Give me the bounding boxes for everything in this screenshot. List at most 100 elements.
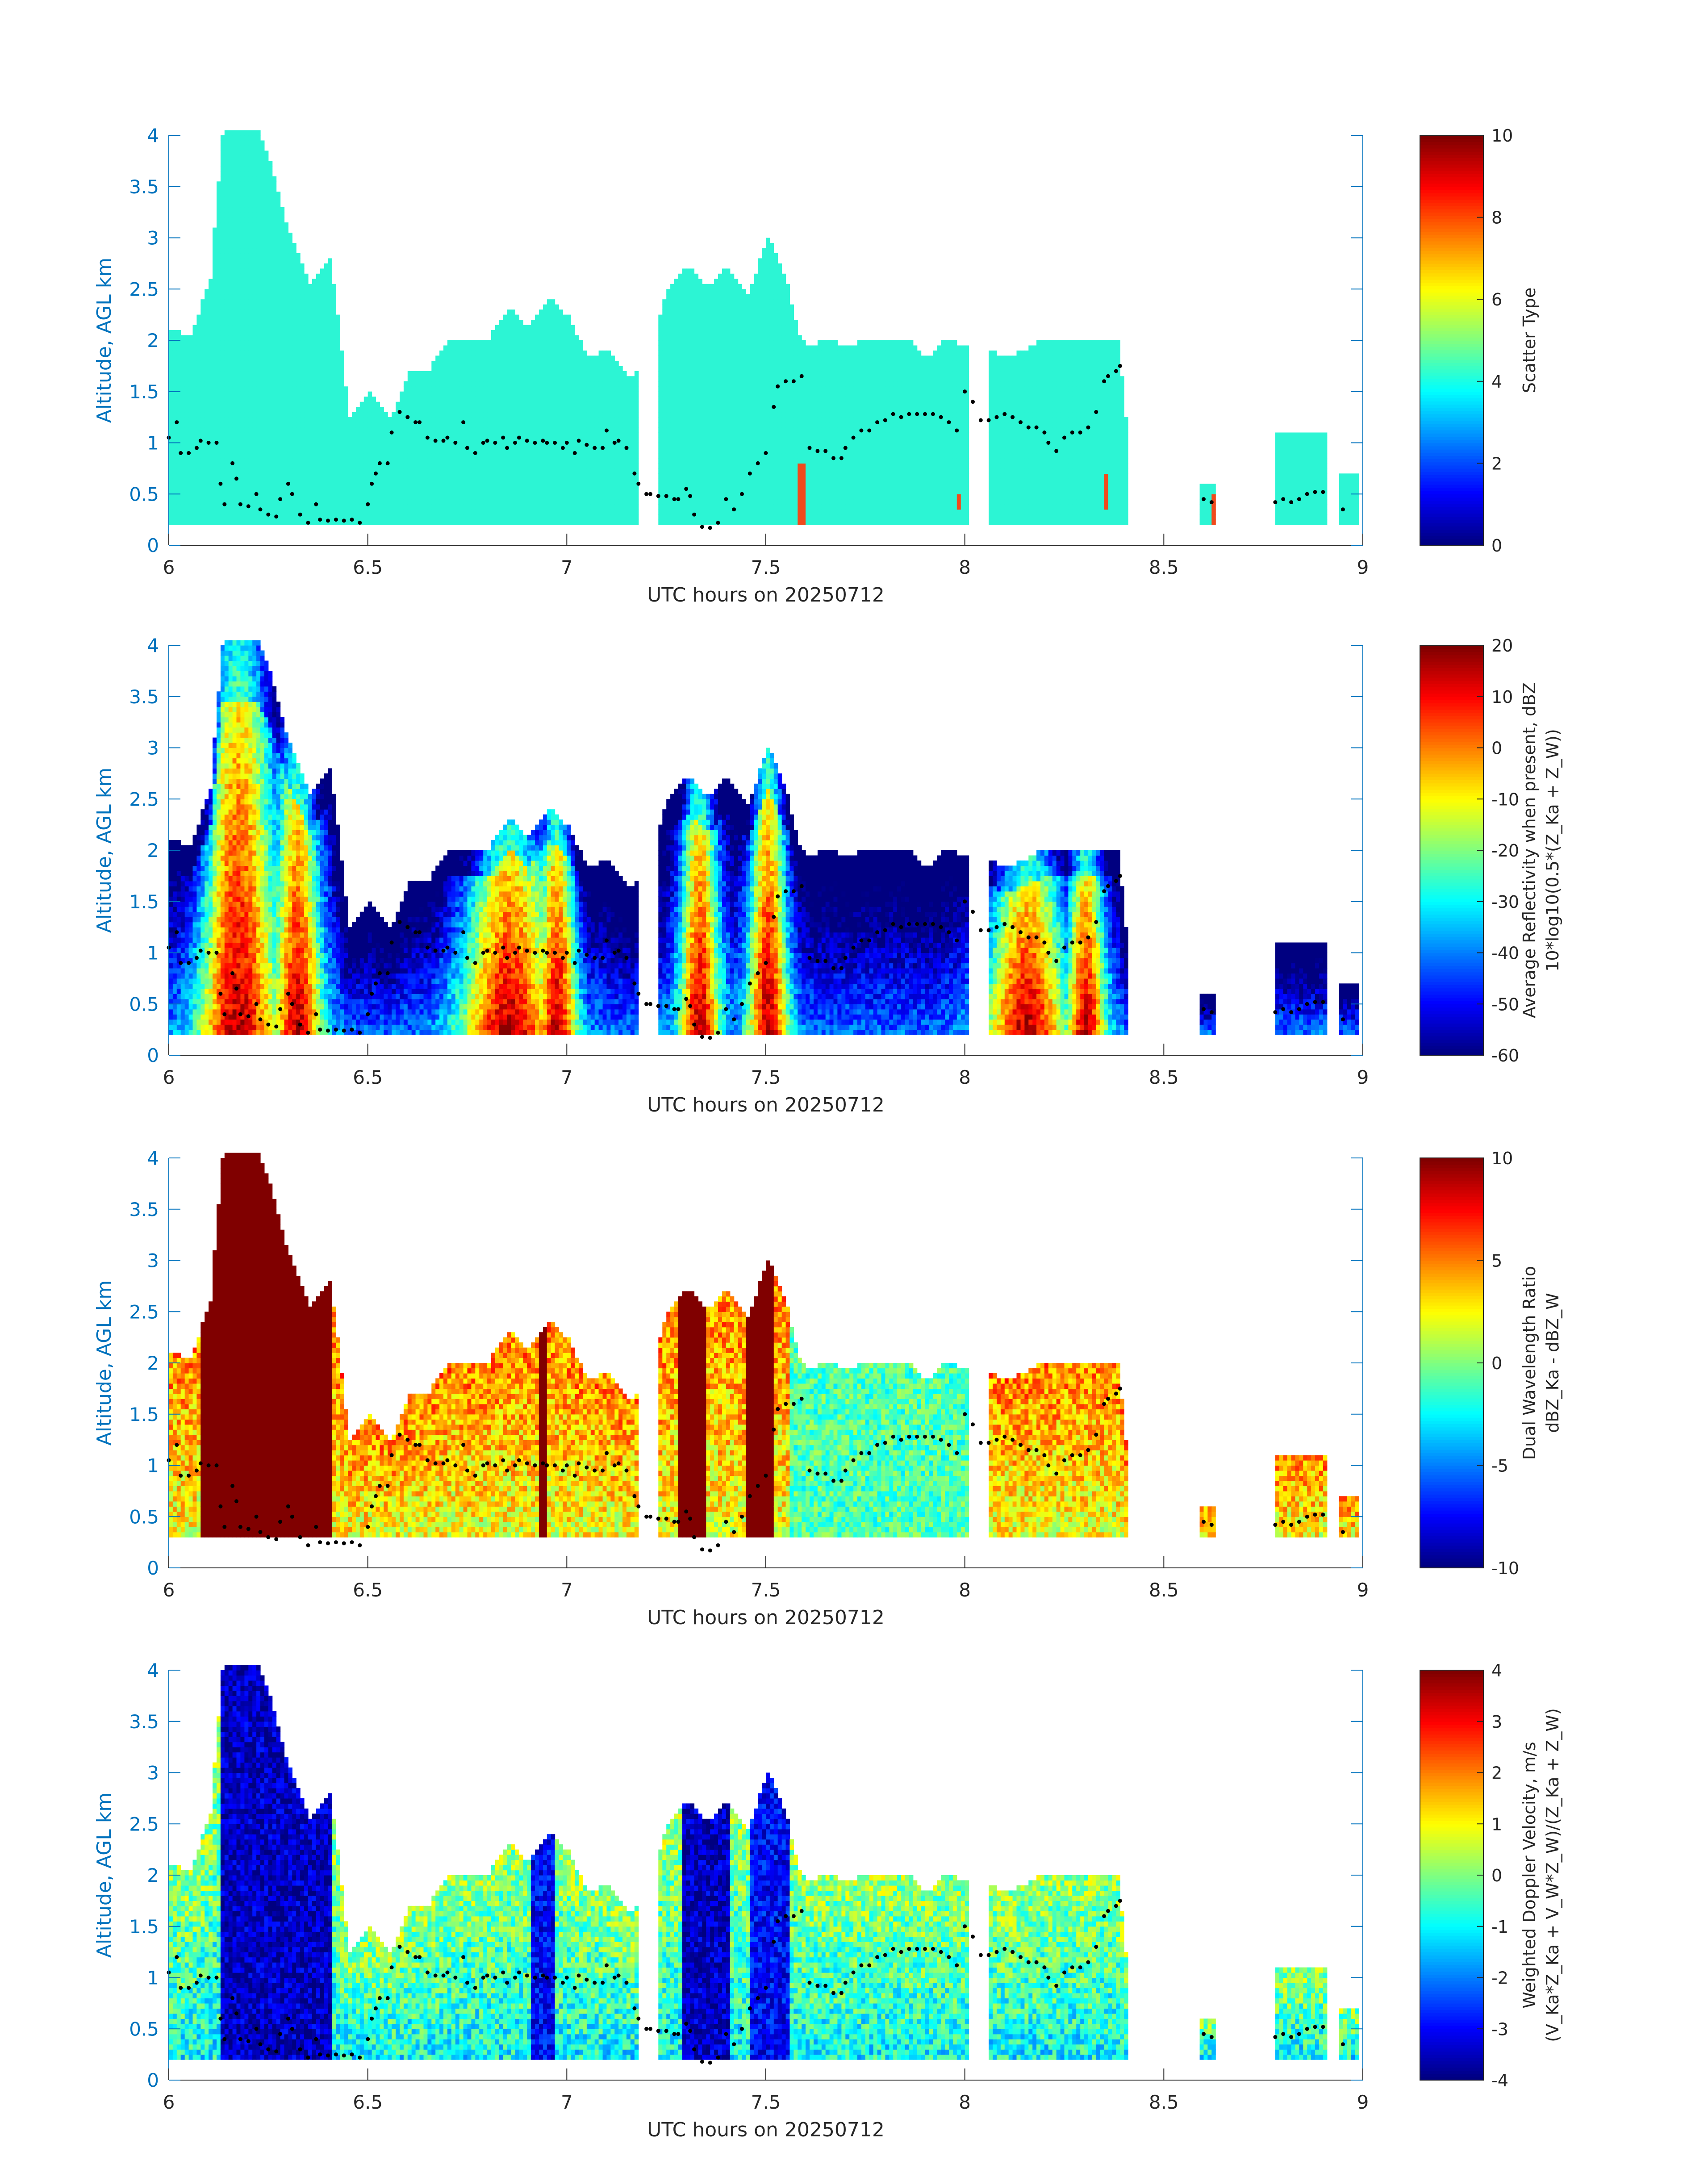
heatmap-cell [424, 407, 428, 412]
heatmap-cell [244, 274, 249, 279]
heatmap-cell [268, 458, 273, 464]
heatmap-cell [233, 402, 237, 407]
heatmap-cell [225, 289, 229, 294]
heatmap-cell [324, 351, 329, 356]
heatmap-cell [256, 468, 261, 474]
heatmap-cell [177, 340, 181, 346]
heatmap-cell [248, 463, 253, 468]
heatmap-cell [272, 433, 277, 438]
heatmap-cell [503, 473, 508, 479]
heatmap-cell [340, 412, 344, 418]
heatmap-cell [200, 381, 205, 387]
heatmap-cell [229, 473, 233, 479]
heatmap-cell [352, 463, 356, 468]
heatmap-cell [499, 448, 504, 453]
heatmap-cell [439, 402, 444, 407]
heatmap-cell [300, 494, 305, 499]
heatmap-cell [519, 330, 523, 335]
heatmap-cell [459, 510, 464, 515]
heatmap-cell [304, 479, 309, 484]
heatmap-cell [260, 381, 265, 387]
heatmap-cell [475, 392, 480, 397]
heatmap-cell [328, 422, 333, 428]
heatmap-cell [292, 392, 296, 397]
heatmap-cell [368, 453, 372, 458]
heatmap-cell [181, 504, 185, 510]
heatmap-cell [189, 443, 193, 448]
heatmap-cell [209, 325, 213, 330]
heatmap-cell [284, 340, 289, 346]
heatmap-cell [491, 514, 496, 520]
heatmap-cell [189, 371, 193, 376]
heatmap-cell [296, 397, 301, 402]
heatmap-cell [252, 171, 257, 176]
heatmap-cell [483, 463, 488, 468]
heatmap-cell [372, 422, 376, 428]
heatmap-cell [455, 433, 460, 438]
heatmap-cell [420, 392, 424, 397]
heatmap-cell [248, 217, 253, 223]
heatmap-cell [225, 187, 229, 192]
heatmap-cell [304, 346, 309, 351]
heatmap-cell [292, 335, 296, 341]
heatmap-cell [229, 238, 233, 243]
heatmap-cell [296, 453, 301, 458]
heatmap-cell [177, 489, 181, 494]
heatmap-cell [244, 146, 249, 151]
heatmap-cell [308, 335, 313, 341]
heatmap-cell [324, 335, 329, 341]
heatmap-cell [280, 330, 285, 335]
heatmap-cell [264, 489, 269, 494]
heatmap-cell [233, 130, 237, 136]
heatmap-cell [221, 453, 225, 458]
heatmap-cell [248, 274, 253, 279]
heatmap-cell [464, 463, 468, 468]
heatmap-cell [507, 381, 512, 387]
heatmap-cell [507, 320, 512, 325]
heatmap-cell [364, 397, 368, 402]
heatmap-cell [185, 412, 189, 418]
heatmap-cell [284, 325, 289, 330]
heatmap-cell [443, 514, 448, 520]
heatmap-cell [260, 248, 265, 254]
heatmap-cell [312, 494, 317, 499]
heatmap-cell [276, 233, 281, 238]
heatmap-cell [296, 315, 301, 320]
heatmap-cell [332, 355, 336, 361]
heatmap-cell [240, 274, 245, 279]
heatmap-cell [229, 161, 233, 166]
heatmap-cell [233, 150, 237, 156]
heatmap-cell [217, 346, 221, 351]
heatmap-cell [455, 520, 460, 525]
heatmap-cell [503, 427, 508, 433]
heatmap-cell [213, 289, 217, 294]
heatmap-cell [252, 243, 257, 248]
heatmap-cell [213, 448, 217, 453]
heatmap-cell [280, 325, 285, 330]
heatmap-cell [225, 392, 229, 397]
heatmap-cell [173, 361, 177, 366]
heatmap-cell [416, 484, 420, 489]
heatmap-cell [196, 381, 201, 387]
heatmap-cell [200, 479, 205, 484]
heatmap-cell [431, 463, 436, 468]
heatmap-cell [479, 494, 484, 499]
heatmap-cell [225, 355, 229, 361]
heatmap-cell [205, 484, 209, 489]
heatmap-cell [404, 427, 408, 433]
heatmap-cell [185, 514, 189, 520]
heatmap-cell [237, 433, 241, 438]
heatmap-cell [519, 346, 523, 351]
heatmap-cell [209, 355, 213, 361]
heatmap-cell [240, 366, 245, 371]
heatmap-cell [264, 192, 269, 197]
heatmap-cell [495, 417, 500, 422]
heatmap-cell [328, 468, 333, 474]
heatmap-cell [256, 202, 261, 207]
heatmap-cell [225, 305, 229, 310]
heatmap-cell [264, 438, 269, 443]
heatmap-cell [260, 161, 265, 166]
heatmap-cell [229, 171, 233, 176]
heatmap-cell [252, 473, 257, 479]
heatmap-cell [264, 268, 269, 274]
